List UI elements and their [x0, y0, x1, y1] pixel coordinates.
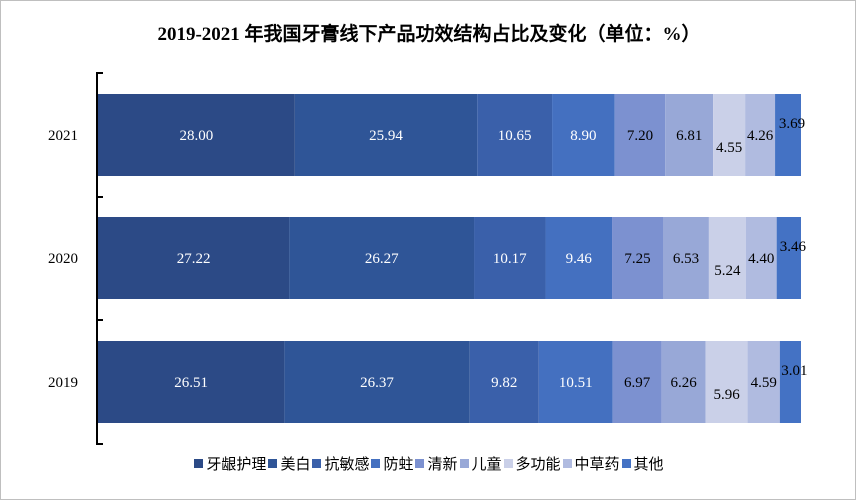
legend-swatch — [312, 459, 322, 468]
bar-segment — [545, 217, 613, 299]
stacked-bar-chart: 2021 28.00 25.94 10.65 8.90 7.20 6.81 4.55 4.26 3… — [48, 72, 808, 445]
legend-item: 多功能 — [503, 453, 561, 474]
legend: 牙龈护理 美白 抗敏感 防蛀 清新 儿童 多功能 中草药 其他 — [1, 453, 855, 474]
category-label: 2021 — [48, 128, 78, 144]
legend-swatch — [459, 459, 469, 468]
data-label: 4.26 — [747, 128, 774, 144]
category-label: 2020 — [48, 251, 78, 267]
data-label: 25.94 — [369, 128, 403, 144]
bar-segment — [477, 94, 553, 176]
bar-segment — [661, 341, 706, 423]
data-label: 3.69 — [779, 116, 805, 132]
data-label: 9.46 — [566, 251, 593, 267]
data-label: 26.37 — [360, 375, 394, 391]
legend-swatch — [268, 459, 278, 468]
legend-item: 儿童 — [459, 453, 502, 474]
legend-swatch — [621, 459, 631, 468]
legend-item: 防蛀 — [371, 453, 413, 474]
bar-segment — [779, 341, 801, 423]
bar-segment — [469, 341, 539, 423]
legend-swatch — [371, 459, 381, 468]
bar-segment — [98, 94, 295, 176]
bar-segment — [745, 217, 777, 299]
bar-segment — [745, 94, 776, 176]
legend-label: 儿童 — [471, 457, 502, 473]
data-label: 8.90 — [570, 128, 596, 144]
data-label: 26.27 — [365, 251, 399, 267]
legend-item: 清新 — [415, 453, 458, 474]
data-label: 6.53 — [673, 251, 699, 267]
category-label: 2019 — [48, 375, 78, 391]
bar-segment — [284, 341, 470, 423]
bar-segment — [614, 94, 666, 176]
bar-segment — [747, 341, 780, 423]
data-label: 4.59 — [751, 375, 777, 391]
legend-item: 其他 — [621, 453, 664, 474]
data-label: 6.81 — [676, 128, 702, 144]
bar-segment — [289, 217, 475, 299]
data-label: 26.51 — [174, 375, 208, 391]
bar-segment — [98, 341, 285, 423]
bar-segment — [98, 217, 290, 299]
data-label: 4.55 — [716, 140, 742, 156]
legend-label: 中草药 — [574, 457, 620, 473]
data-label: 4.40 — [748, 251, 774, 267]
data-label: 27.22 — [177, 251, 211, 267]
bar-segment — [775, 94, 801, 176]
data-label: 7.20 — [627, 128, 653, 144]
data-label: 6.97 — [624, 375, 651, 391]
bar-segment — [708, 217, 746, 299]
legend-label: 多功能 — [515, 457, 561, 473]
data-label: 7.25 — [624, 251, 650, 267]
data-label: 5.96 — [713, 387, 740, 403]
bar-segment — [705, 341, 748, 423]
legend-swatch — [194, 459, 204, 468]
bar-segment — [713, 94, 746, 176]
data-label: 3.46 — [780, 239, 807, 255]
legend-item: 抗敏感 — [312, 453, 369, 474]
data-label: 28.00 — [180, 128, 214, 144]
bar-segment — [474, 217, 546, 299]
legend-label: 美白 — [280, 457, 311, 473]
bar-segment — [612, 217, 664, 299]
bar-segment — [665, 94, 714, 176]
legend-swatch — [562, 459, 572, 468]
legend-item: 牙龈护理 — [194, 453, 266, 474]
bar-segment — [612, 341, 662, 423]
bar-segment — [294, 94, 478, 176]
legend-label: 其他 — [633, 457, 664, 473]
data-label: 10.17 — [493, 251, 527, 267]
legend-label: 抗敏感 — [324, 457, 370, 473]
data-label: 5.24 — [714, 263, 741, 279]
legend-label: 防蛀 — [383, 457, 414, 473]
data-label: 6.26 — [671, 375, 698, 391]
data-label: 10.65 — [498, 128, 532, 144]
bar-segment — [776, 217, 801, 299]
bar-segment — [538, 341, 613, 423]
legend-swatch — [415, 459, 425, 468]
data-label: 3.01 — [781, 363, 807, 379]
legend-item: 美白 — [268, 453, 310, 474]
bar-segment — [663, 217, 709, 299]
legend-label: 清新 — [427, 457, 458, 473]
bar-segment — [552, 94, 615, 176]
legend-label: 牙龈护理 — [206, 457, 267, 473]
data-label: 10.51 — [559, 375, 593, 391]
legend-swatch — [503, 459, 513, 468]
data-label: 9.82 — [491, 375, 517, 391]
legend-item: 中草药 — [562, 453, 620, 474]
chart-title: 2019-2021 年我国牙膏线下产品功效结构占比及变化（单位：%） — [157, 24, 701, 45]
